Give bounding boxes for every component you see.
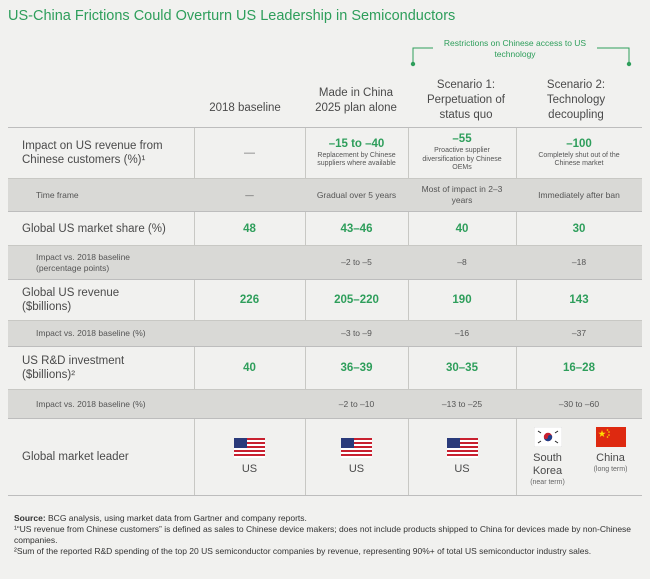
footnote-1: ¹“US revenue from Chinese customers” is …: [14, 524, 632, 545]
cell-note: Replacement by Chinese suppliers where a…: [317, 151, 396, 168]
row-rd: US R&D investment ($billions)² 40 36–39 …: [8, 346, 642, 389]
row-revenue: Global US revenue ($billions) 226 205–22…: [8, 279, 642, 320]
bracket-line: [410, 47, 632, 67]
cell-value: 30–35: [446, 362, 478, 374]
row-label: Time frame: [36, 189, 79, 200]
cell-note: Completely shut out of the Chinese marke…: [538, 151, 620, 168]
col-header-baseline: 2018 baseline: [209, 102, 281, 114]
footer: Source: BCG analysis, using market data …: [14, 513, 634, 557]
cell-value: –30 to –60: [558, 398, 600, 409]
row-leader: Global market leader US US: [8, 418, 642, 496]
row-impact-revenue: Impact on US revenue from Chinese custom…: [8, 127, 642, 178]
country-note: (near term): [530, 479, 565, 486]
source-text: BCG analysis, using market data from Gar…: [45, 513, 307, 523]
row-market-share: Global US market share (%) 48 43–46 40 3…: [8, 211, 642, 245]
cell-value: –2 to –5: [341, 257, 372, 267]
row-label: US R&D investment ($billions)²: [22, 355, 125, 381]
data-table: Impact on US revenue from Chinese custom…: [8, 127, 642, 496]
cell-value: Gradual over 5 years: [316, 189, 397, 200]
cell-value: 40: [243, 362, 256, 374]
cell-value: —: [244, 147, 255, 159]
col-header-scenario2: Scenario 2: Technology decoupling: [546, 79, 606, 121]
cell-value: 48: [243, 222, 256, 235]
row-label: Global US market share (%): [22, 222, 166, 235]
row-market-share-impact: Impact vs. 2018 baseline (percentage poi…: [8, 245, 642, 279]
cell-value: Most of impact in 2–3 years: [421, 184, 503, 205]
cell-value: 43–46: [340, 222, 373, 235]
col-header-scenario1: Scenario 1: Perpetuation of status quo: [426, 79, 505, 121]
row-label: Global US revenue ($billions): [22, 287, 120, 313]
row-revenue-impact: Impact vs. 2018 baseline (%) –3 to –9 –1…: [8, 320, 642, 346]
cell-value: –2 to –10: [338, 398, 375, 409]
cell-value: –37: [571, 328, 587, 338]
cell-value: 30: [572, 222, 586, 235]
cell-value: –18: [571, 257, 587, 267]
source-line: Source: BCG analysis, using market data …: [14, 513, 634, 524]
row-label: Impact vs. 2018 baseline (%): [36, 328, 146, 338]
us-flag-icon: [234, 438, 265, 458]
cell-value: Immediately after ban: [538, 189, 620, 200]
us-flag-icon: [446, 438, 478, 458]
bracket-label: Restrictions on Chinese access to US tec…: [443, 38, 587, 59]
row-rd-impact: Impact vs. 2018 baseline (%) –2 to –10 –…: [8, 389, 642, 418]
cell-value: 16–28: [563, 362, 595, 374]
cell-value: 143: [569, 294, 589, 306]
cell-value: 205–220: [334, 294, 379, 306]
cell-value: —: [245, 189, 254, 200]
cell-value: 40: [455, 222, 469, 235]
source-label: Source:: [14, 513, 46, 523]
country-label: China: [596, 452, 625, 464]
china-flag-icon: [595, 427, 626, 447]
cell-note: Proactive supplier diversification by Ch…: [422, 147, 502, 172]
cell-value: –8: [457, 257, 467, 267]
row-label: Global market leader: [22, 451, 129, 463]
row-time-frame: Time frame — Gradual over 5 years Most o…: [8, 178, 642, 211]
cell-value: 190: [452, 294, 472, 306]
cell-value: –55: [452, 133, 472, 146]
country-note: (long term): [593, 466, 628, 473]
us-flag-icon: [341, 438, 372, 458]
country-label: US: [241, 463, 258, 475]
country-label: US: [454, 463, 470, 475]
south-korea-flag-icon: [533, 427, 562, 447]
cell-value: 226: [239, 294, 260, 306]
country-label: US: [348, 463, 365, 475]
cell-value: –100: [566, 137, 592, 150]
footnote-2: ²Sum of the reported R&D spending of the…: [14, 546, 592, 556]
page-title: US-China Frictions Could Overturn US Lea…: [8, 8, 456, 24]
cell-value: –15 to –40: [328, 137, 385, 150]
col-header-mic: Made in China 2025 plan alone: [315, 87, 397, 114]
row-label: Impact vs. 2018 baseline (percentage poi…: [36, 251, 131, 273]
row-label: Impact on US revenue from Chinese custom…: [22, 140, 163, 166]
cell-value: –3 to –9: [341, 328, 372, 338]
cell-value: 36–39: [340, 362, 373, 374]
country-label: South Korea: [532, 452, 563, 477]
row-label: Impact vs. 2018 baseline (%): [36, 398, 146, 409]
cell-value: –13 to –25: [441, 398, 483, 409]
cell-value: –16: [454, 328, 470, 338]
